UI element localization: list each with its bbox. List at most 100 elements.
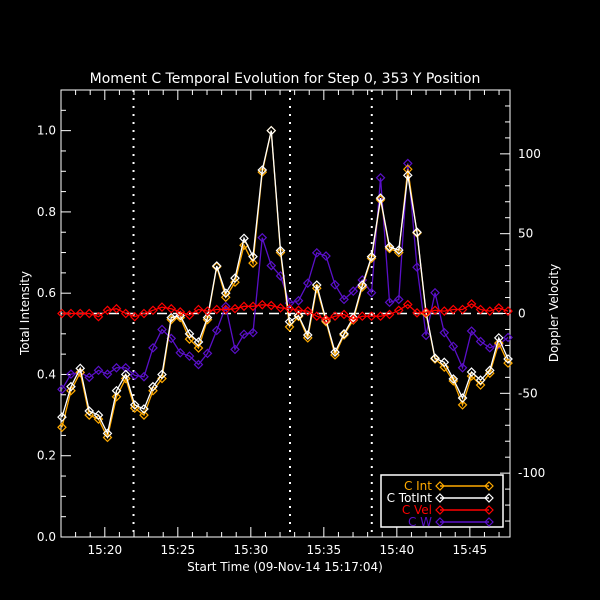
data-point-c-vel [484,306,495,316]
data-point-c-w [93,365,104,376]
legend-label-c-int: C Int [404,479,432,493]
data-point-c-w [321,251,331,261]
data-point-c-w [184,351,195,361]
data-point-c-w [393,294,404,305]
legend-marker-c-w [435,517,445,527]
legend-marker-c-vel [435,505,445,515]
data-point-c-int [493,338,504,349]
data-point-c-w [248,327,258,338]
data-point-c-w [257,232,268,243]
data-point-c-totint [430,353,440,364]
data-point-c-totint [84,406,95,416]
chart-title: Moment C Temporal Evolution for Step 0, … [90,71,481,87]
data-point-c-totint [148,381,158,392]
data-point-c-totint [375,193,386,203]
data-point-c-w [102,369,113,380]
data-point-c-vel [412,308,422,318]
legend-marker-c-int [435,481,445,491]
data-point-c-vel [166,303,177,314]
data-point-c-w [266,260,277,271]
data-point-c-w [311,247,322,258]
y-tick-label-left: 0.4 [37,367,56,381]
data-point-c-totint [193,337,204,347]
data-point-c-vel [293,305,304,316]
data-point-c-int [102,432,113,443]
y-tick-label-right: -50 [518,386,538,400]
data-point-c-totint [175,310,186,321]
data-point-c-vel [248,301,258,312]
data-point-c-totint [412,227,422,238]
data-point-c-totint [493,333,504,343]
data-point-c-totint [484,365,495,376]
data-point-c-vel [239,301,249,312]
data-point-c-vel [84,308,95,319]
data-point-c-vel [421,307,431,318]
data-point-c-totint [75,363,86,374]
data-point-c-w [430,287,440,298]
data-point-c-w [402,158,413,169]
series-line-c-w [61,163,509,390]
data-point-c-totint [284,316,295,327]
data-point-c-w [239,329,249,340]
data-point-c-vel [311,311,322,322]
data-point-c-totint [111,385,122,396]
x-tick-label: 15:20 [88,543,123,557]
data-point-c-totint [311,280,322,290]
data-point-c-vel [302,306,313,316]
data-point-c-vel [393,305,404,316]
data-point-c-vel [275,303,286,313]
data-point-c-w [412,262,422,273]
data-point-c-vel [430,305,440,316]
data-point-c-w [129,370,140,381]
data-point-c-w [57,384,67,395]
data-point-c-w [230,344,240,355]
data-point-c-vel [466,299,477,309]
data-point-c-int [139,410,149,420]
data-point-c-w [439,327,450,338]
data-point-c-int [57,422,67,433]
data-point-c-vel [257,299,268,310]
data-point-c-totint [475,375,486,385]
data-point-c-w [330,279,340,290]
data-point-c-w [139,371,149,382]
data-point-c-int [503,358,513,368]
legend-label-c-w: C W [408,515,432,529]
data-point-c-w [293,295,304,306]
data-point-c-totint [202,312,213,323]
x-tick-label: 15:35 [307,543,342,557]
data-point-c-vel [284,303,295,314]
y-tick-label-left: 0.8 [37,205,56,219]
data-point-c-vel [66,308,76,319]
data-point-c-vel [375,311,386,322]
data-point-c-w [84,372,95,383]
data-point-c-w [366,287,377,298]
data-point-c-totint [184,328,195,339]
data-point-c-totint [393,245,404,255]
data-point-c-w [448,341,459,352]
data-point-c-int [66,385,76,396]
data-point-c-int [184,334,195,344]
data-point-c-int [84,410,95,420]
data-point-c-w [148,342,158,353]
data-point-c-vel [102,305,113,316]
data-point-c-totint [357,280,368,290]
data-point-c-int [366,253,377,264]
data-point-c-w [202,348,213,359]
data-point-c-int [439,362,450,372]
data-point-c-vel [448,304,459,315]
data-point-c-vel [202,306,213,316]
legend-marker-c-vel [484,505,494,515]
data-point-c-totint [293,310,304,321]
data-point-c-totint [503,354,513,364]
data-point-c-vel [339,309,349,320]
data-point-c-int [93,414,104,425]
data-point-c-totint [220,288,231,299]
data-point-c-vel [266,300,277,311]
data-point-c-totint [129,400,140,410]
y-tick-label-right: 50 [518,227,533,241]
data-point-c-int [248,258,258,268]
data-point-c-vel [402,299,413,310]
data-point-c-totint [439,357,450,368]
y-tick-label-right: -100 [518,466,545,480]
